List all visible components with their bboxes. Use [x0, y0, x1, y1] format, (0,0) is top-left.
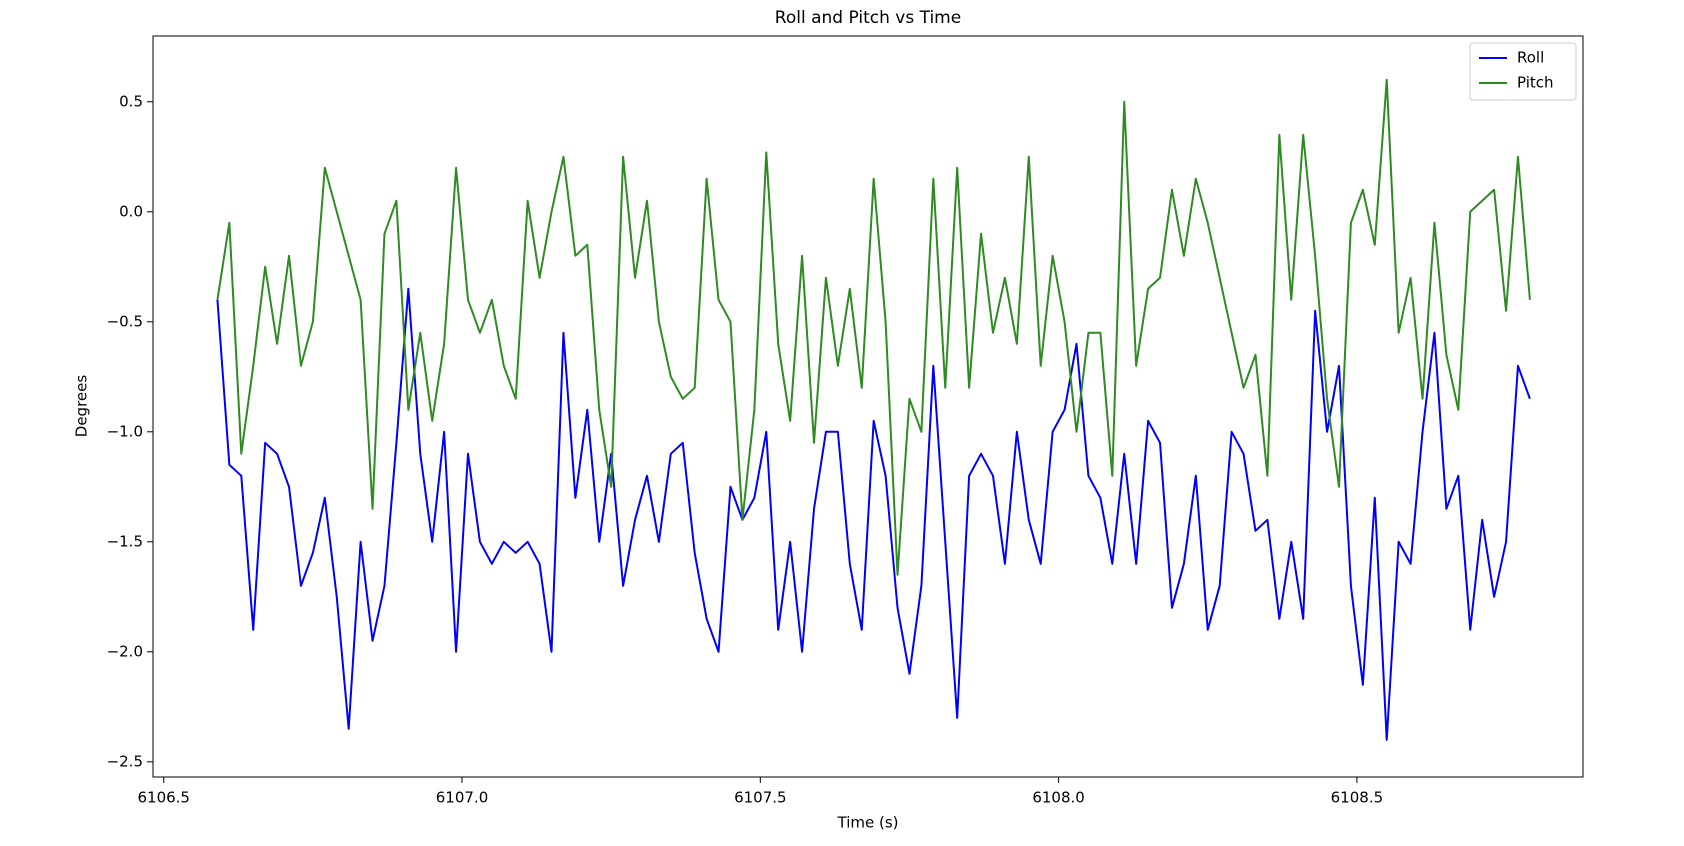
x-tick-label: 6108.0: [1032, 789, 1085, 807]
line-roll: [216, 287, 1531, 741]
legend-label: Pitch: [1517, 74, 1554, 92]
chart-title: Roll and Pitch vs Time: [775, 8, 961, 28]
y-tick-label: −1.5: [107, 532, 143, 550]
y-tick-label: 0.5: [119, 92, 143, 110]
y-tick-label: −0.5: [107, 312, 143, 330]
y-tick-label: −1.0: [107, 422, 143, 440]
line-pitch: [216, 78, 1531, 576]
y-tick-label: −2.0: [107, 642, 143, 660]
x-tick-label: 6107.0: [436, 789, 489, 807]
x-axis-label: Time (s): [837, 814, 899, 832]
plot-frame: [152, 35, 1584, 778]
y-tick-label: 0.0: [119, 202, 143, 220]
y-axis-label: Degrees: [73, 375, 91, 438]
legend-label: Roll: [1517, 49, 1544, 67]
x-tick-label: 6107.5: [734, 789, 787, 807]
x-tick-label: 6108.5: [1331, 789, 1384, 807]
y-tick-label: −2.5: [107, 752, 143, 770]
x-tick-label: 6106.5: [137, 789, 190, 807]
